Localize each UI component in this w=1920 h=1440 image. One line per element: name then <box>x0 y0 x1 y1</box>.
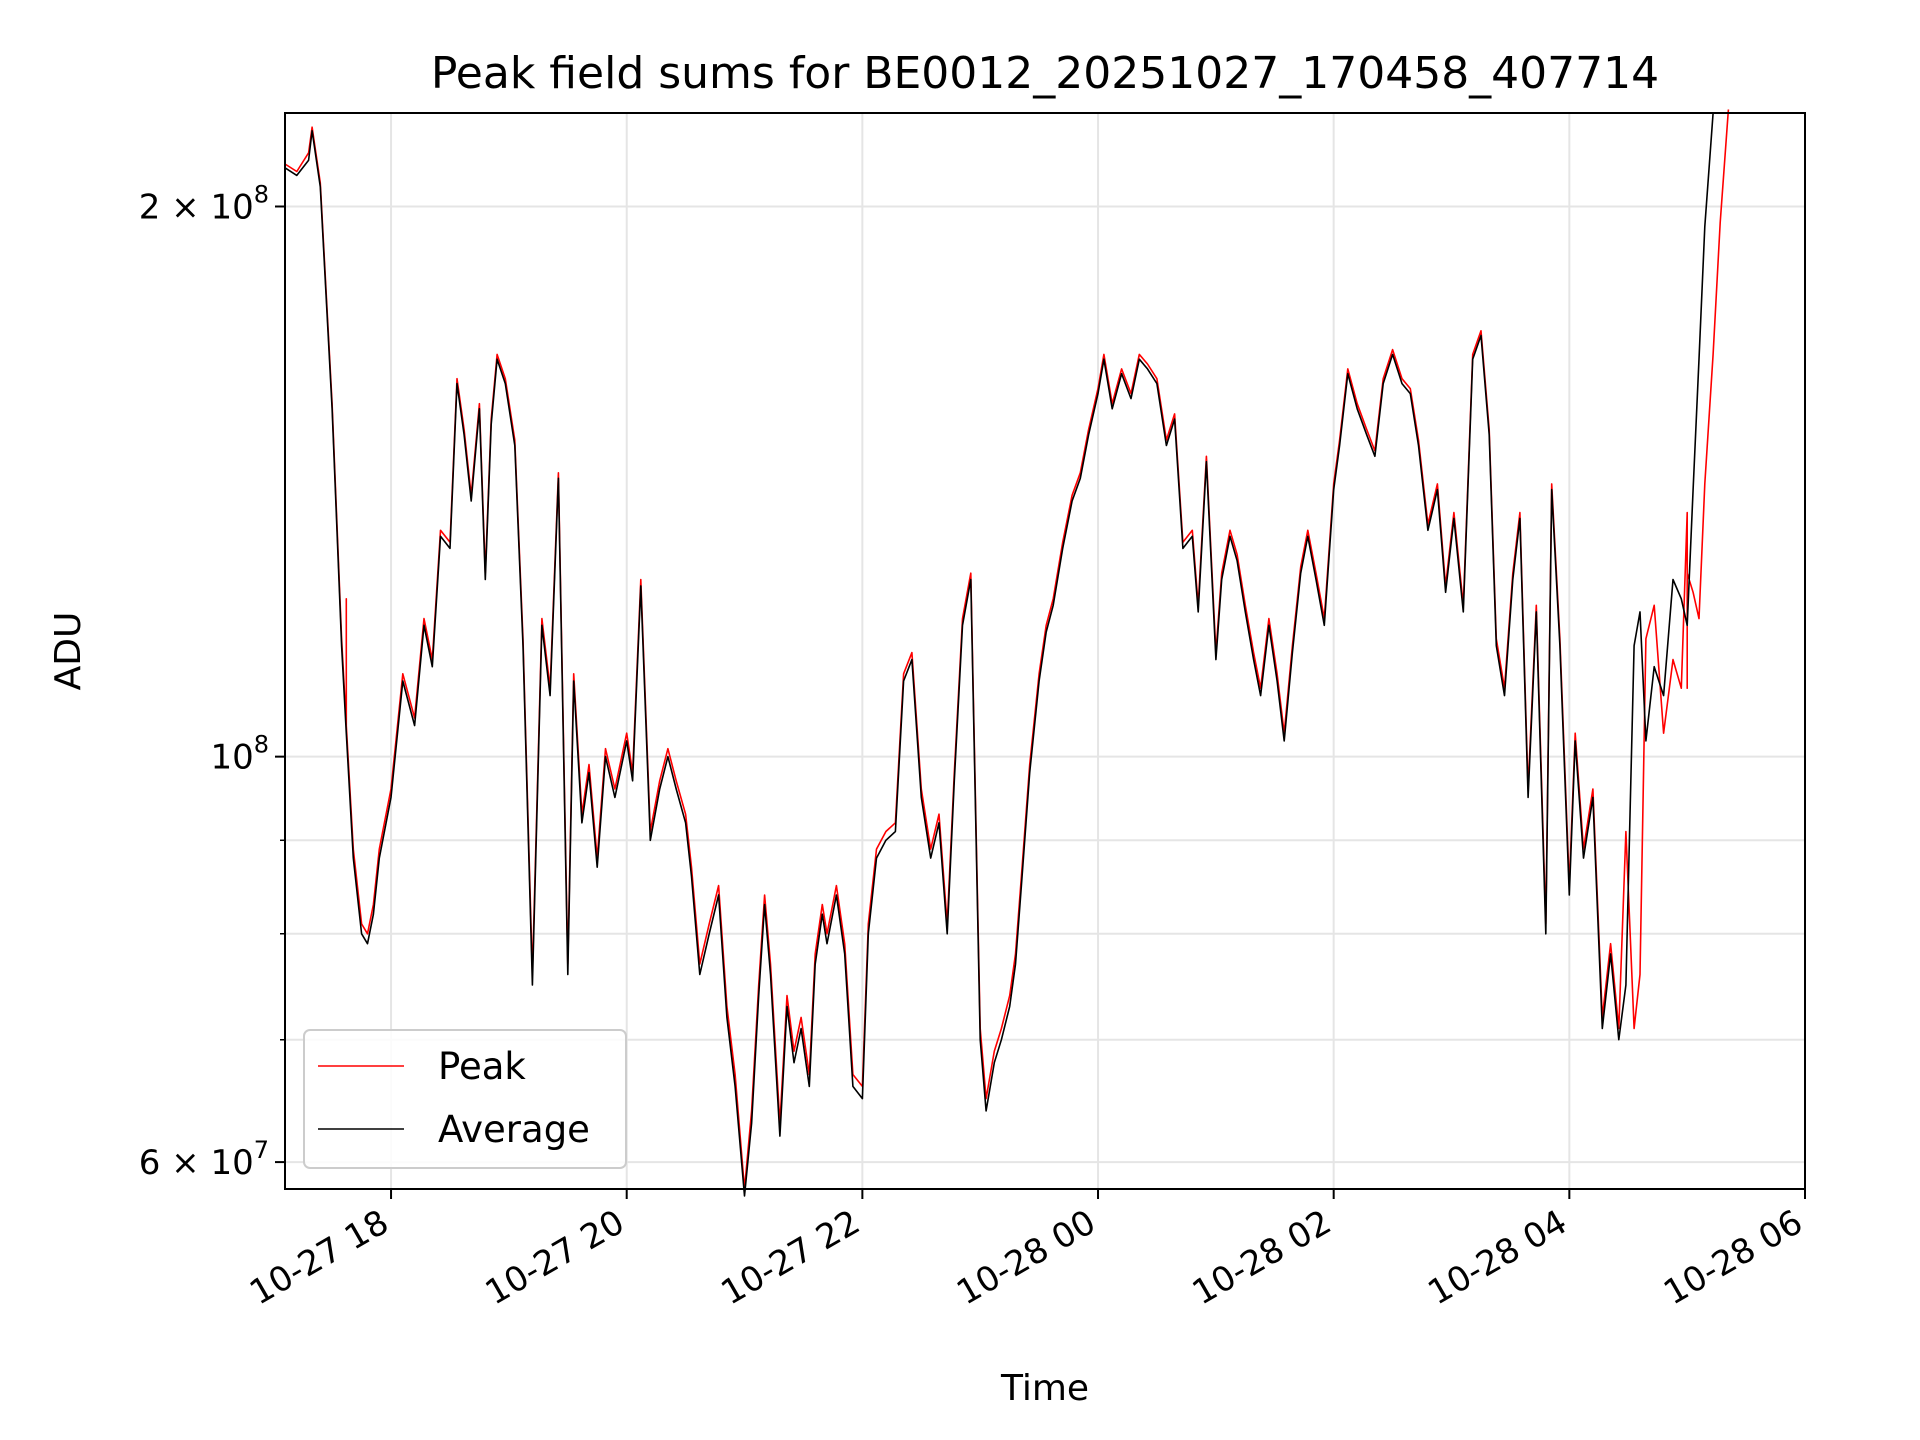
plot-series <box>284 109 1730 1197</box>
legend: Peak Average <box>303 1029 627 1169</box>
legend-peak-label: Peak <box>438 1045 526 1088</box>
x-axis-label: Time <box>1000 1368 1089 1409</box>
series-line-average <box>284 112 1714 1197</box>
plot-frame <box>284 112 1806 1190</box>
legend-box <box>303 1029 627 1169</box>
y-axis-label: ADU <box>48 612 89 691</box>
y-tick-label-1: 108 <box>210 731 269 778</box>
chart-title: Peak field sums for BE0012_20251027_1704… <box>431 48 1659 99</box>
y-tick-label-2: 2 × 108 <box>139 180 269 227</box>
y-axis: 6 × 107 108 2 × 108 <box>139 180 285 1183</box>
y-tick-label-0: 6 × 107 <box>139 1136 269 1183</box>
legend-average-label: Average <box>438 1108 590 1151</box>
